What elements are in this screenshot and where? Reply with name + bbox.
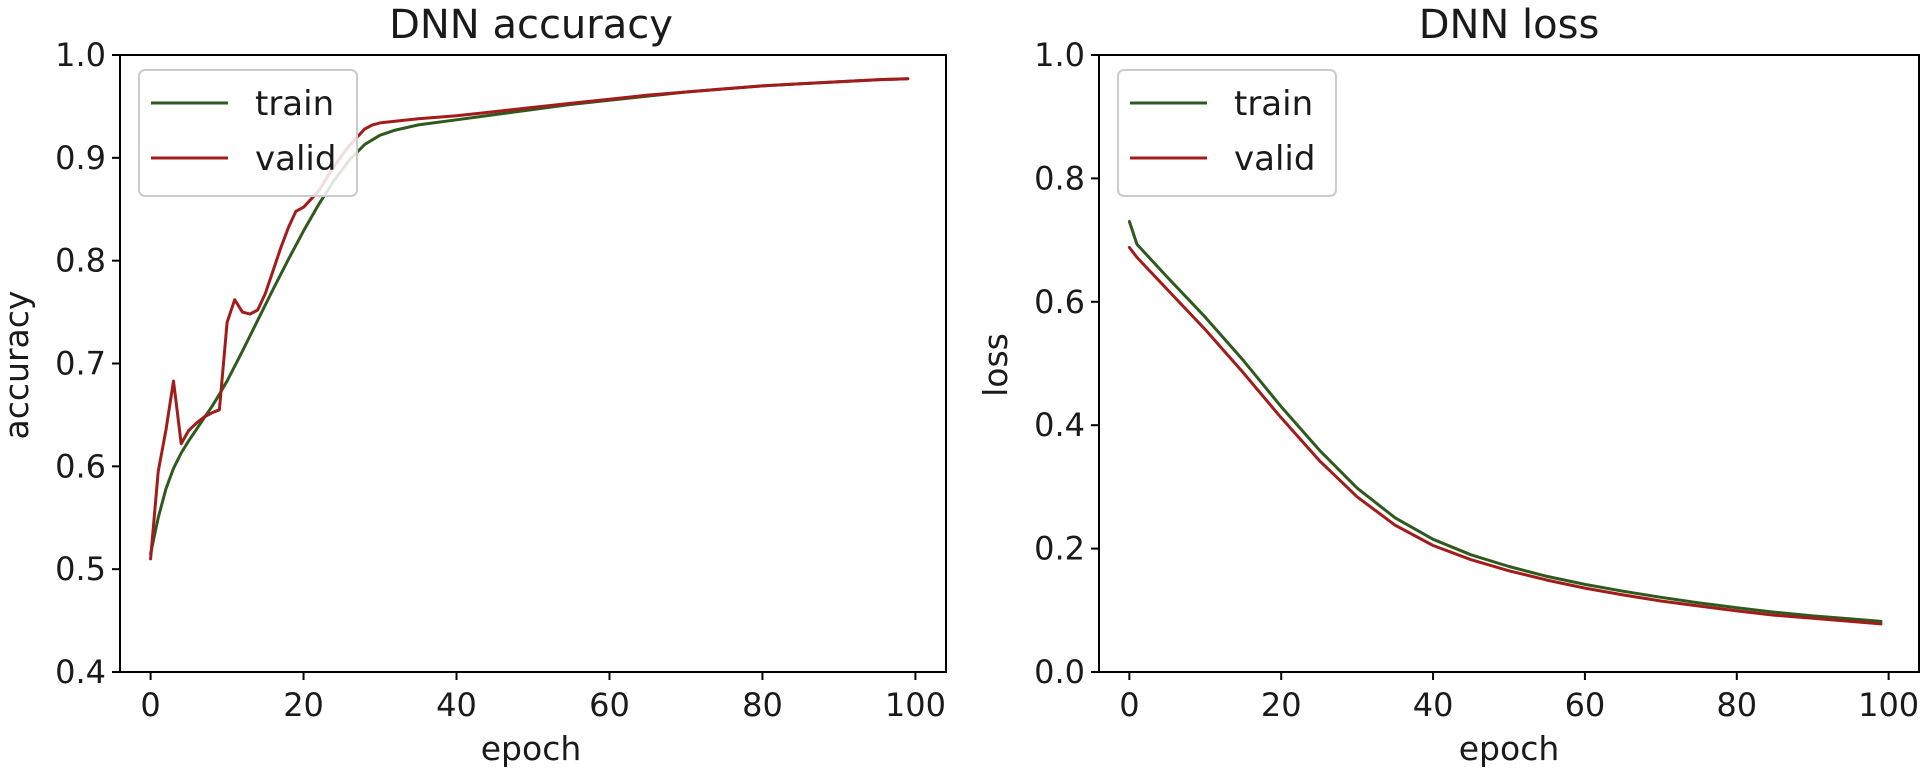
legend-label-train: train [255,84,334,124]
y-tick-label: 0.0 [1034,653,1085,691]
x-tick-label: 60 [589,686,630,724]
legend: train valid [1117,69,1337,197]
y-tick-label: 1.0 [1034,36,1085,74]
x-tick-label: 0 [140,686,160,724]
legend-label-train: train [1234,84,1313,124]
axes-frame [1098,54,1920,673]
legend-label-valid: valid [1234,139,1315,179]
x-tick-label: 80 [742,686,783,724]
plot-area: 0 20 40 60 80 100 0.0 0.2 0.4 0.6 0.8 1.0 [1034,36,1920,724]
y-tick-label: 0.8 [55,242,106,280]
y-tick-label: 0.5 [55,550,106,588]
series-line-valid [149,77,910,561]
y-tick-label: 0.4 [55,653,106,691]
y-tick-label: 0.2 [1034,530,1085,568]
y-tick-label: 0.7 [55,345,106,383]
x-tick-label: 0 [1119,686,1139,724]
x-tick-label: 20 [283,686,324,724]
y-tick-label: 1.0 [55,36,106,74]
legend: train valid [138,69,358,197]
x-tick-label: 20 [1261,686,1302,724]
y-tick-label: 0.4 [1034,406,1085,444]
x-tick-label: 60 [1565,686,1606,724]
chart-title: DNN loss [1419,2,1600,48]
x-tick-label: 100 [1858,686,1919,724]
series-line-train [1127,220,1883,623]
x-tick-label: 100 [885,686,946,724]
loss-panel: DNN loss epoch loss 0 20 40 60 80 100 0.0 0.2 0.… [976,2,1920,768]
x-axis-label: epoch [1459,729,1560,768]
x-tick-label: 40 [436,686,477,724]
y-tick-label: 0.9 [55,139,106,177]
x-axis-label: epoch [481,729,582,768]
y-tick-label: 0.8 [1034,159,1085,197]
chart-title: DNN accuracy [389,2,673,48]
y-tick-label: 0.6 [1034,283,1085,321]
x-tick-label: 40 [1413,686,1454,724]
accuracy-panel: DNN accuracy epoch accuracy 0 20 40 60 80 100… [0,2,947,768]
y-tick-label: 0.6 [55,447,106,485]
y-axis-label: loss [976,333,1015,397]
legend-label-valid: valid [255,139,336,179]
series-line-valid [1127,246,1883,626]
y-axis-label: accuracy [0,291,36,440]
x-tick-label: 80 [1716,686,1757,724]
